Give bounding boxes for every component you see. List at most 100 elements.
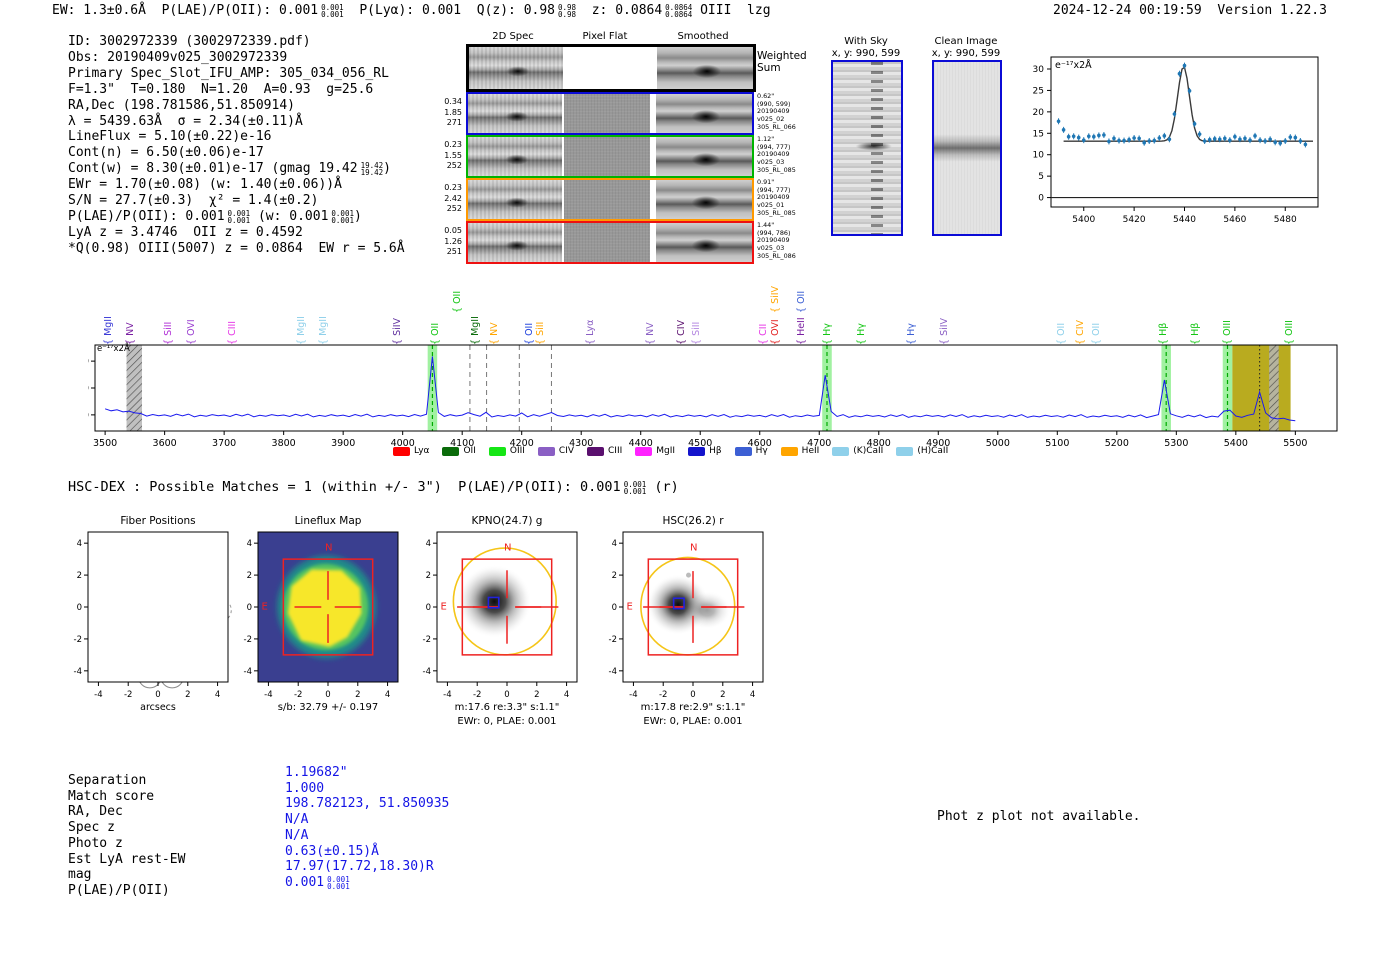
source-blob	[457, 564, 532, 639]
plot-text: -4	[74, 667, 82, 677]
plot-text: -2	[244, 635, 252, 645]
plot-text: 3900	[331, 438, 355, 449]
uncertainty-upper: 0.0864	[665, 3, 693, 12]
legend-item: (K)CaII	[832, 446, 883, 456]
plot-text: 4200	[510, 438, 534, 449]
spec2d-row-left-labels: 0.23 1.55 252	[430, 140, 462, 172]
with-sky-coords: x, y: 990, 599	[831, 48, 901, 59]
fiber-meta-line: 0.91"	[757, 178, 775, 186]
plot-text: 60	[88, 357, 89, 367]
legend-swatch	[780, 446, 798, 456]
data-point	[1097, 133, 1101, 138]
spectral-line-label: { OII	[451, 290, 463, 313]
fiber-meta-line: v025_01	[757, 201, 785, 210]
legend-label: Hγ	[755, 446, 768, 456]
plot-text: 4700	[807, 438, 831, 449]
fiber-weight-value: 0.05	[444, 226, 462, 235]
legend-swatch	[688, 446, 706, 456]
plot-text: 4	[385, 690, 390, 700]
info-line: LineFlux = 5.10(±0.22)e-16	[68, 129, 405, 145]
legend-swatch	[442, 446, 460, 456]
plot-text: -4	[629, 690, 637, 700]
legend-swatch	[488, 446, 506, 456]
plot-text: 0	[612, 603, 617, 613]
olive-highlight-band	[1232, 345, 1291, 431]
clean-image-title: Clean Image x, y: 990, 599	[916, 36, 1016, 60]
plot-bg	[95, 345, 1337, 431]
text-segment: LineFlux = 5.10(±0.22)e-16	[68, 129, 272, 145]
plot-text: 5200	[1105, 438, 1129, 449]
fiber-meta-line: (994, 786)	[757, 228, 791, 237]
match-row-label: Spec z	[68, 820, 115, 836]
clean-image-title-line: Clean Image	[934, 36, 998, 47]
spec2d-row	[466, 135, 754, 178]
stacked-uncertainty: 0.001 0.001	[624, 481, 647, 496]
text-segment: OIII lzg	[692, 3, 771, 18]
fiber-weight-value: 271	[446, 118, 462, 127]
data-point	[1122, 138, 1126, 143]
data-point	[1147, 139, 1152, 143]
spec2d-row-right-labels: 1.44" (994, 786) 20190409 v025_03 305_RL_086	[757, 221, 812, 261]
data-point	[1132, 136, 1136, 140]
uncertainty-upper: 0.98	[558, 3, 577, 12]
text-segment: 17.97(17.72,18.30)R	[285, 859, 434, 875]
spec2d-row-left-labels: 0.05 1.26 251	[430, 226, 462, 258]
data-point	[1243, 136, 1247, 141]
plot-frame	[1050, 56, 1319, 208]
stacked-uncertainty: 0.001 0.001	[321, 4, 344, 19]
legend-swatch	[896, 446, 914, 456]
plot-text: 0	[247, 603, 252, 613]
data-point	[1092, 134, 1096, 139]
data-point	[1223, 136, 1227, 141]
uncertainty-lower: 0.001	[327, 881, 350, 891]
plot-text: 3700	[212, 438, 236, 449]
spec2d-cell-smoothed	[656, 223, 752, 262]
info-line: RA,Dec (198.781586,51.850914)	[68, 98, 405, 114]
spectral-line-label: { SiIV	[770, 285, 782, 313]
timestamp-version: 2024-12-24 00:19:59 Version 1.22.3	[1053, 3, 1327, 18]
uncertainty-lower: 0.001	[321, 10, 344, 19]
full-spectrum-plot: 20 40 60 3500 3600 3700 3800 3900 4000 4100 4200 43…	[88, 342, 1338, 449]
plot-text: 0	[77, 603, 82, 613]
info-line: *Q(0.98) OIII(5007) z = 0.0864 EW r = 5.…	[68, 241, 405, 257]
data-point	[1192, 122, 1197, 126]
match-row-label: mag	[68, 867, 92, 883]
data-point	[1202, 139, 1207, 143]
plot-text: 2	[355, 690, 360, 700]
text-segment: LyA z = 3.4746 OII z = 0.4592	[68, 224, 303, 240]
data-point	[1177, 71, 1182, 76]
match-row-label: RA, Dec	[68, 804, 123, 820]
spec2d-row-right-labels: 0.91" (994, 777) 20190409 v025_01 305_RL_085	[757, 178, 812, 218]
plot-text: e⁻¹⁷x2Å	[97, 342, 130, 354]
data-point	[1233, 134, 1237, 139]
spec2d-cell-smoothed	[656, 94, 752, 133]
data-point	[1288, 135, 1293, 139]
spec2d-row-right-labels: 0.62" (990, 599) 20190409 v025_02 305_RL_066	[757, 92, 812, 132]
data-point	[1112, 136, 1116, 141]
text-segment: Obs: 20190409v025_3002972339	[68, 49, 288, 65]
legend-label: OIII	[509, 446, 525, 456]
plot-text: N	[690, 542, 697, 553]
match-row-value: N/A	[285, 812, 308, 827]
fiber-meta-line: 20190409	[757, 107, 790, 116]
spec2d-cell-2dspec	[468, 180, 562, 219]
data-point	[1152, 138, 1157, 143]
spec2d-row-right-labels: 1.12" (994, 777) 20190409 v025_03 305_RL_085	[757, 135, 812, 175]
stacked-uncertainty: 0.0864 0.0864	[665, 3, 693, 19]
plot-text: HSC(26.2) r	[662, 515, 724, 527]
fiber-meta-line: 1.44"	[757, 221, 775, 229]
plot-text: 0	[504, 690, 509, 700]
plot-text: E	[262, 601, 268, 612]
data-point	[1061, 128, 1066, 132]
plot-text: -2	[124, 690, 132, 700]
plot-text: m:17.6 re:3.3" s:1.1"	[455, 702, 560, 713]
data-point	[1207, 137, 1212, 142]
plot-text: 4	[426, 539, 431, 549]
plot-text: m:17.8 re:2.9" s:1.1"	[641, 702, 746, 713]
stacked-uncertainty: 0.001 0.001	[331, 210, 354, 225]
fiber-weight-value: 0.34	[444, 97, 462, 106]
fiber-meta-line: (994, 777)	[757, 185, 791, 194]
info-line: λ = 5439.63Å σ = 2.34(±0.11)Å	[68, 114, 405, 130]
info-line: P(LAE)/P(OII): 0.001 0.001 0.001 (w: 0.001…	[68, 209, 405, 225]
